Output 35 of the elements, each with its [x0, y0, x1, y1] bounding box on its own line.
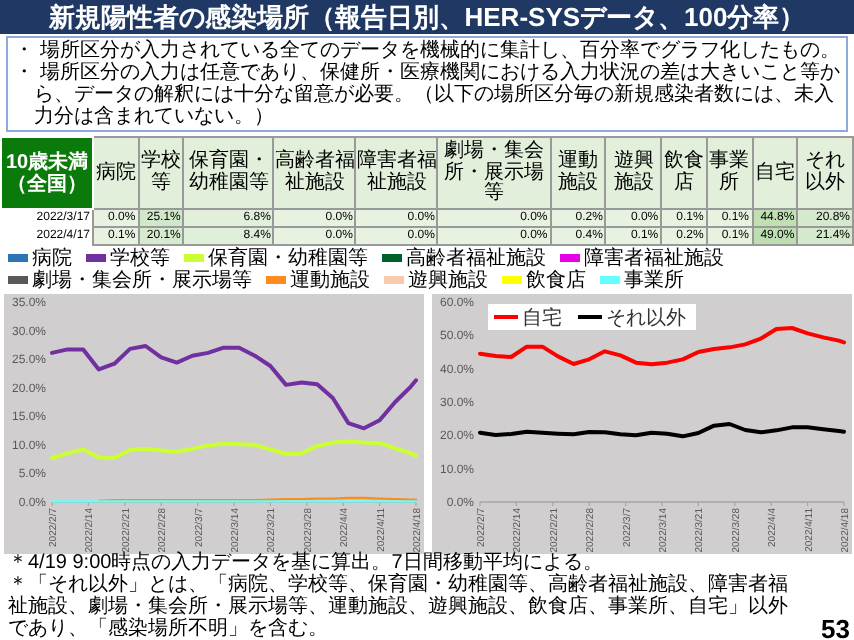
- x-tick-label: 遊興施設: [605, 137, 662, 208]
- line-series: [50, 343, 418, 430]
- text: ・ 場所区分が入力されている全てのデータを機械的に集計し、百分率でグラフ化したもの。: [14, 40, 840, 62]
- legend-label: 運動施設: [288, 269, 370, 291]
- legend-label: 飲食店: [524, 269, 586, 291]
- x-tick-label: 運動施設: [550, 137, 606, 208]
- text: ＊4/19 9:00時点の入力データを基に算出。7日間移動平均による。: [8, 552, 603, 574]
- legend-label: 学校等: [108, 247, 170, 269]
- line-series: [477, 325, 845, 366]
- legend-label: 障害者福祉施設: [582, 247, 724, 269]
- chart-title: 新規陽性者の感染場所（報告日別、HER-SYSデータ、100分率）: [0, 0, 854, 34]
- text: ＊「それ以外」とは、「病院、学校等、保育園・幼稚園等、高齢者福祉施設、障害者福祉施設、劇場・集会所・展示場等、運動施設、遊興施設、飲食店、事業所、自宅」以外であり、「感染場所不明」を含む。: [8, 574, 790, 640]
- legend-label: 遊興施設: [408, 269, 488, 291]
- line-series: [50, 438, 418, 459]
- legend-label: 保育園・幼稚園等: [206, 247, 368, 269]
- text: ・ 場所区分の入力は任意であり、保健所・医療機関における入力状況の差は大きいこと等から、データの解釈には十分な留意が必要。（以下の場所区分毎の新規感染者数には、未入力分は含まれていない。）: [14, 62, 840, 128]
- x-tick-label: 自宅: [752, 137, 798, 208]
- x-tick-label: 保育園・幼稚園等: [183, 137, 274, 208]
- legend-label: 事業所: [624, 269, 684, 291]
- x-tick-label: 事業所: [706, 137, 753, 208]
- x-tick-label: 病院: [93, 137, 139, 208]
- legend-label: 病院: [30, 247, 72, 269]
- x-tick-label: 飲食店: [661, 137, 707, 208]
- x-tick-label: 劇場・集会所・展示場等: [437, 137, 551, 208]
- legend-label: 高齢者福祉施設: [404, 247, 546, 269]
- x-tick-label: 高齢者福祉施設: [273, 137, 356, 208]
- x-tick-label: 学校等: [138, 137, 184, 208]
- chart-subtitle: 10歳未満（全国）: [1, 137, 93, 208]
- line-series: [477, 421, 845, 438]
- text: 53: [821, 614, 850, 640]
- x-tick-label: 障害者福祉施設: [355, 137, 438, 208]
- legend-label: それ以外: [605, 305, 685, 329]
- x-tick-label: それ以外: [797, 137, 853, 208]
- legend-label: 自宅: [521, 305, 561, 329]
- legend-label: 劇場・集会所・展示場等: [30, 269, 252, 291]
